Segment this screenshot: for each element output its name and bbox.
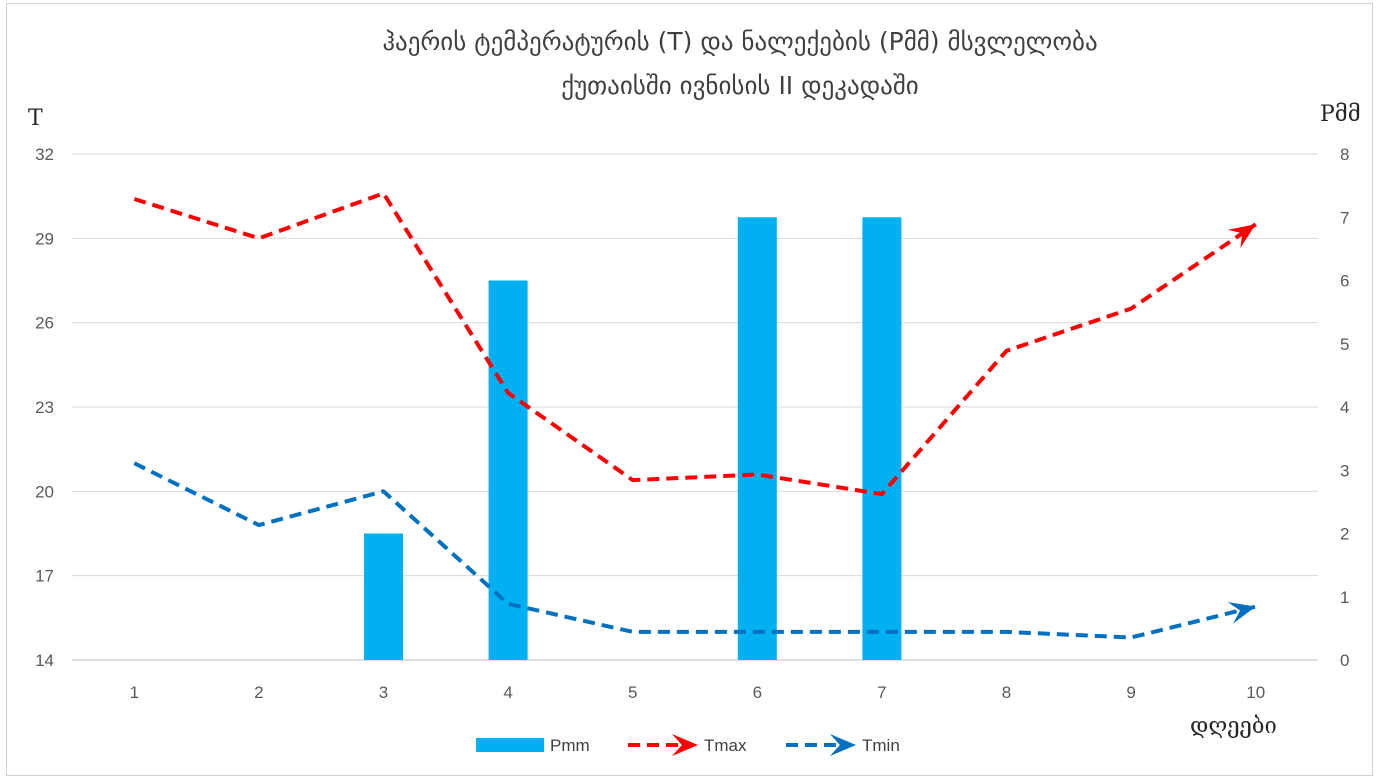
y-right-tick-label: 4 [1340,398,1349,417]
x-axis-title: დღეები [1190,714,1277,739]
y-right-tick-label: 1 [1340,588,1349,607]
bar-pmm-3 [364,533,403,660]
x-tick-label: 1 [130,683,139,702]
y-left-tick-label: 20 [35,482,54,501]
y-left-tick-label: 14 [35,651,54,670]
y-right-tick-label: 3 [1340,461,1349,480]
legend-label-pmm: Pmm [550,736,590,755]
chart-title: ჰაერის ტემპერატურის (T) და ნალექების (Pმ… [382,27,1097,56]
bar-pmm-4 [488,280,528,660]
y-right-tick-label: 7 [1340,208,1349,227]
x-tick-label: 7 [877,683,886,702]
gridlines [72,153,1318,661]
y-left-tick-label: 32 [35,145,54,164]
y-right-tick-label: 6 [1340,272,1349,291]
x-tick-label: 9 [1126,683,1135,702]
bar-pmm-7 [862,217,902,660]
x-tick-label: 10 [1246,683,1265,702]
y-right-tick-label: 5 [1340,335,1349,354]
x-tick-label: 8 [1002,683,1011,702]
x-tick-label: 3 [379,683,388,702]
y-left-tick-label: 29 [35,229,54,248]
tmin-arrowhead [1227,602,1256,624]
y-right-tick-label: 2 [1340,525,1349,544]
legend: Pmm Tmax Tmin [476,734,900,756]
legend-arrow-tmin [830,734,856,756]
y-right-tick-label: 0 [1340,651,1349,670]
x-tick-label: 6 [753,683,762,702]
x-tick-label: 2 [254,683,263,702]
line-tmax [133,191,1257,497]
line-tmin [133,461,1257,640]
x-tick-label: 4 [503,683,512,702]
y-axis-left-title: T [28,106,43,131]
bar-series-pmm [364,217,902,660]
chart-subtitle: ქუთაისში ივნისის II დეკადაში [561,71,919,100]
legend-label-tmax: Tmax [704,736,747,755]
line-series [133,191,1257,640]
y-left-tick-label: 23 [35,398,54,417]
x-tick-label: 5 [628,683,637,702]
legend-label-tmin: Tmin [862,736,900,755]
legend-swatch-pmm [476,738,544,752]
bar-pmm-6 [737,217,777,660]
y-axis-right-title: Pმმ [1320,102,1361,127]
y-left-tick-label: 26 [35,314,54,333]
y-left-tick-label: 17 [35,567,54,586]
chart-frame [6,3,1373,776]
tmax-arrowhead [1228,224,1256,248]
y-right-tick-label: 8 [1340,145,1349,164]
legend-arrow-tmax [672,734,698,756]
